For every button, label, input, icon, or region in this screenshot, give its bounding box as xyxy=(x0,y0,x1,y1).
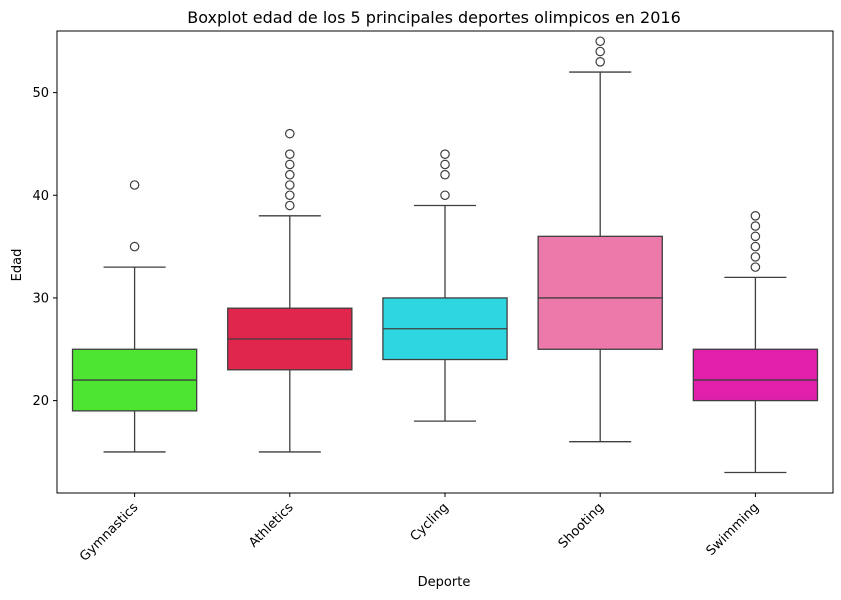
x-tick-label: Shooting xyxy=(556,500,607,551)
outlier-point xyxy=(284,149,295,159)
iqr-box xyxy=(537,235,663,350)
x-axis: Gymnastics Athletics Cycling Shooting Swimmi… xyxy=(77,493,762,565)
box-group xyxy=(71,36,819,474)
outlier-point xyxy=(750,241,761,252)
outlier-point xyxy=(284,190,295,201)
box-swimming xyxy=(692,211,819,474)
box-shooting xyxy=(537,36,663,443)
x-axis-label: Deporte xyxy=(418,575,471,590)
chart-title: Boxplot edad de los 5 principales deport… xyxy=(187,8,681,27)
y-tick-label: 30 xyxy=(32,291,49,306)
box-athletics xyxy=(227,128,353,453)
y-axis: 20 30 40 50 xyxy=(32,86,57,409)
outlier-point xyxy=(284,128,295,139)
outlier-point xyxy=(284,169,295,180)
outlier-point xyxy=(750,252,761,262)
outlier-point xyxy=(750,231,761,242)
outlier-point xyxy=(440,190,450,201)
outlier-point xyxy=(440,159,450,170)
outlier-point xyxy=(129,180,140,190)
outlier-point xyxy=(284,180,295,190)
y-tick-label: 40 xyxy=(32,189,49,204)
outlier-point xyxy=(750,211,761,221)
outlier-point xyxy=(595,46,605,57)
outlier-point xyxy=(595,36,605,47)
y-tick-label: 20 xyxy=(32,394,49,409)
outlier-point xyxy=(284,159,295,170)
iqr-box xyxy=(692,348,819,402)
outlier-point xyxy=(129,241,140,252)
outlier-point xyxy=(440,149,450,159)
x-tick-label: Gymnastics xyxy=(77,500,142,565)
outlier-point xyxy=(750,221,761,231)
y-axis-label: Edad xyxy=(10,249,25,282)
outlier-point xyxy=(440,169,450,180)
outlier-point xyxy=(284,200,295,211)
x-tick-label: Swimming xyxy=(704,500,763,559)
box-gymnastics xyxy=(71,180,198,453)
y-tick-label: 50 xyxy=(32,86,49,101)
x-tick-label: Cycling xyxy=(408,500,452,544)
x-tick-label: Athletics xyxy=(246,500,297,551)
box-cycling xyxy=(382,149,508,422)
outlier-point xyxy=(750,262,761,272)
outlier-point xyxy=(595,56,605,67)
